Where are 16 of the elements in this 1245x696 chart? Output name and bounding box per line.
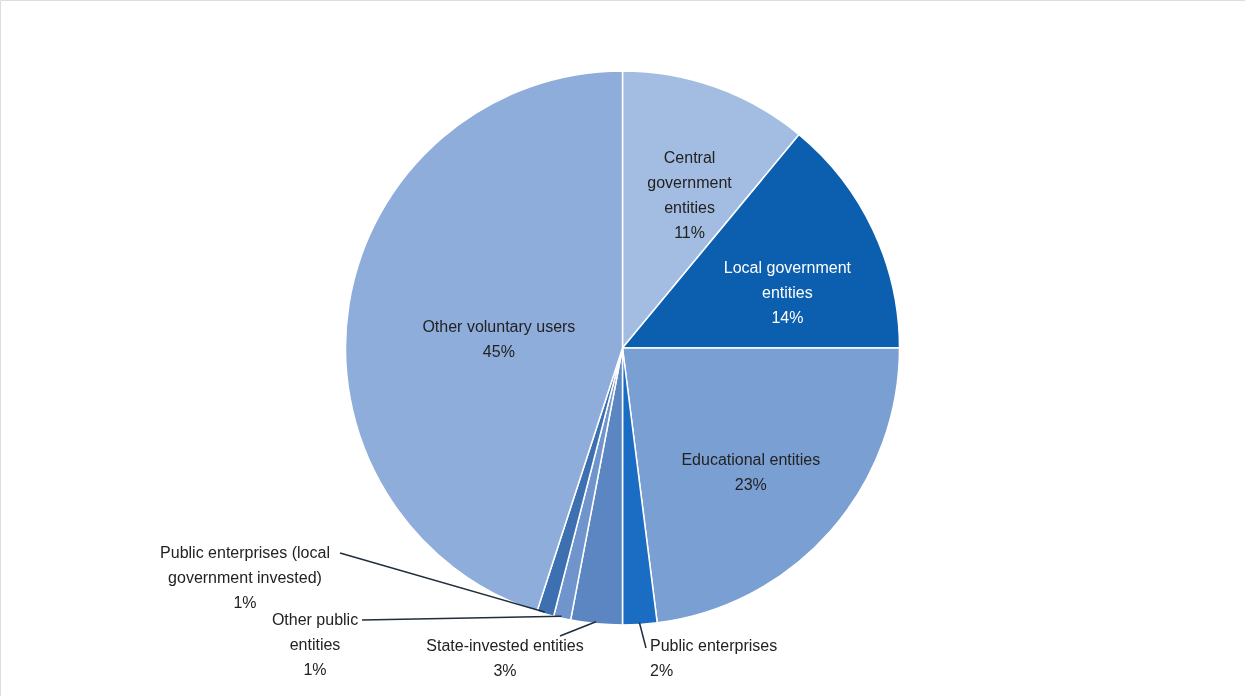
slice-label: Other public entities xyxy=(271,611,359,653)
data-label: 23% xyxy=(734,475,767,493)
slice-label: Public enterprises (local government invested) xyxy=(160,544,330,586)
data-label: 45% xyxy=(482,342,515,360)
slice-label: State-invested entities xyxy=(426,637,584,654)
slice-label: Educational entities xyxy=(681,450,821,468)
data-label: 14% xyxy=(771,309,804,327)
data-label: 3% xyxy=(493,662,517,679)
data-label: 1% xyxy=(233,594,257,611)
slice-label: Local government entities xyxy=(723,259,852,302)
data-label: 2% xyxy=(650,662,674,679)
slice-label: Other voluntary users xyxy=(422,317,576,335)
data-label: 11% xyxy=(674,224,705,242)
data-label: 1% xyxy=(303,661,327,678)
slice-label: Public enterprises xyxy=(650,637,778,654)
slice-label: Central government entities xyxy=(647,149,733,217)
